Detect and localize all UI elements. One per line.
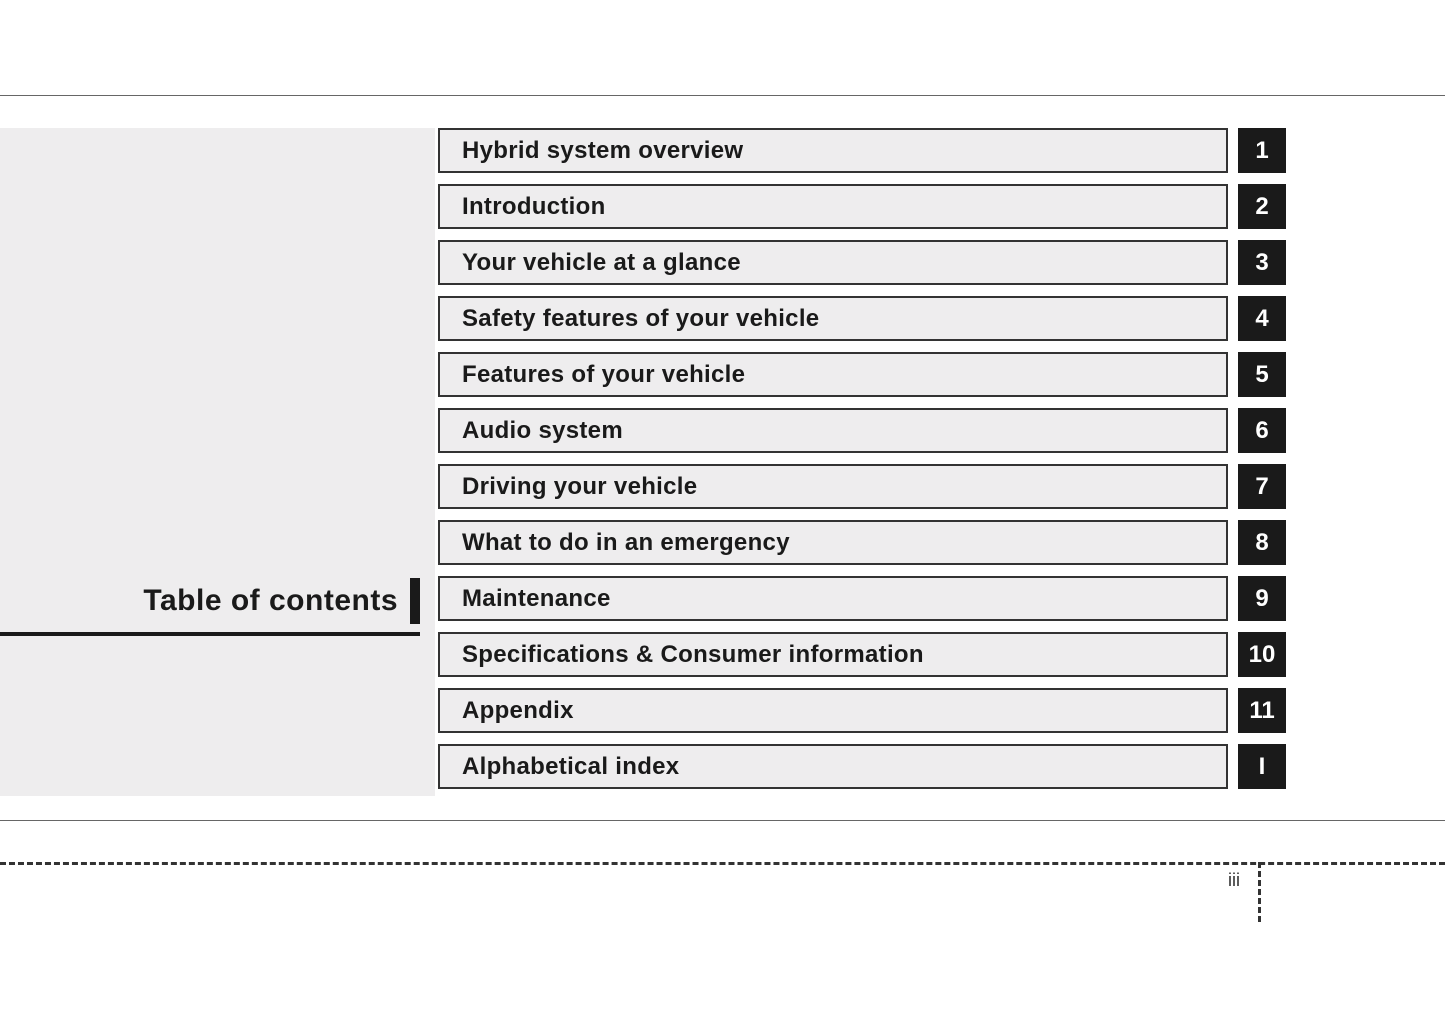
toc-list: Hybrid system overview 1 Introduction 2 … — [438, 128, 1286, 800]
dashed-crop-line — [0, 862, 1445, 865]
sidebar-title-wrap: Table of contents — [0, 578, 420, 624]
chapter-title: Introduction — [438, 184, 1228, 229]
chapter-title: Your vehicle at a glance — [438, 240, 1228, 285]
toc-row: Hybrid system overview 1 — [438, 128, 1286, 173]
toc-row: Maintenance 9 — [438, 576, 1286, 621]
chapter-number-tab: 4 — [1238, 296, 1286, 341]
sidebar-underline — [0, 632, 420, 636]
chapter-number-tab: I — [1238, 744, 1286, 789]
toc-row: Alphabetical index I — [438, 744, 1286, 789]
chapter-number-tab: 6 — [1238, 408, 1286, 453]
chapter-title: Audio system — [438, 408, 1228, 453]
sidebar-panel: Table of contents — [0, 128, 435, 796]
page-bottom-rule — [0, 820, 1445, 821]
toc-row: Appendix 11 — [438, 688, 1286, 733]
chapter-title: Driving your vehicle — [438, 464, 1228, 509]
chapter-title: What to do in an emergency — [438, 520, 1228, 565]
toc-row: Your vehicle at a glance 3 — [438, 240, 1286, 285]
chapter-number-tab: 10 — [1238, 632, 1286, 677]
toc-row: Features of your vehicle 5 — [438, 352, 1286, 397]
chapter-number-tab: 7 — [1238, 464, 1286, 509]
toc-row: Safety features of your vehicle 4 — [438, 296, 1286, 341]
chapter-number-tab: 9 — [1238, 576, 1286, 621]
chapter-number-tab: 5 — [1238, 352, 1286, 397]
sidebar-accent-bar — [410, 578, 420, 624]
chapter-title: Safety features of your vehicle — [438, 296, 1228, 341]
chapter-title: Maintenance — [438, 576, 1228, 621]
chapter-number-tab: 3 — [1238, 240, 1286, 285]
chapter-title: Features of your vehicle — [438, 352, 1228, 397]
chapter-number-tab: 11 — [1238, 688, 1286, 733]
page-number: iii — [1228, 870, 1240, 891]
toc-row: Driving your vehicle 7 — [438, 464, 1286, 509]
chapter-number-tab: 2 — [1238, 184, 1286, 229]
toc-row: What to do in an emergency 8 — [438, 520, 1286, 565]
chapter-number-tab: 1 — [1238, 128, 1286, 173]
toc-row: Specifications & Consumer information 10 — [438, 632, 1286, 677]
chapter-title: Specifications & Consumer information — [438, 632, 1228, 677]
sidebar-title: Table of contents — [143, 584, 398, 618]
chapter-title: Hybrid system overview — [438, 128, 1228, 173]
chapter-title: Alphabetical index — [438, 744, 1228, 789]
toc-row: Audio system 6 — [438, 408, 1286, 453]
chapter-title: Appendix — [438, 688, 1228, 733]
chapter-number-tab: 8 — [1238, 520, 1286, 565]
dashed-crop-side — [1258, 862, 1261, 922]
toc-row: Introduction 2 — [438, 184, 1286, 229]
page-top-rule — [0, 95, 1445, 96]
